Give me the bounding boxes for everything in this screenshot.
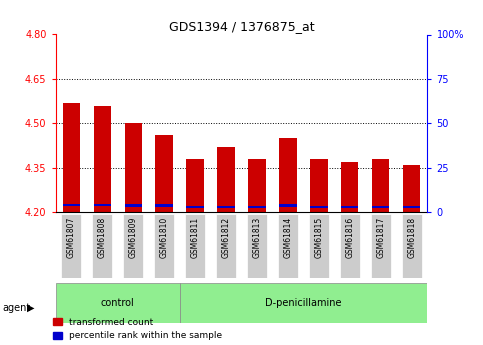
Bar — [125, 205, 142, 207]
Bar — [248, 206, 266, 208]
Bar — [403, 165, 421, 212]
FancyBboxPatch shape — [61, 214, 81, 278]
Text: GSM61809: GSM61809 — [128, 216, 138, 258]
Bar — [217, 206, 235, 208]
Bar — [311, 206, 327, 208]
Legend: transformed count, percentile rank within the sample: transformed count, percentile rank withi… — [53, 318, 222, 341]
Text: GSM61814: GSM61814 — [284, 216, 293, 258]
Text: control: control — [100, 298, 134, 308]
Bar — [156, 135, 172, 212]
Bar — [186, 206, 203, 208]
Text: GSM61812: GSM61812 — [222, 216, 230, 258]
Bar — [341, 162, 358, 212]
Bar — [125, 123, 142, 212]
Text: GSM61813: GSM61813 — [253, 216, 261, 258]
Text: GSM61807: GSM61807 — [67, 216, 75, 258]
Text: GSM61808: GSM61808 — [98, 216, 107, 258]
FancyBboxPatch shape — [154, 214, 174, 278]
Text: agent: agent — [2, 303, 30, 313]
FancyBboxPatch shape — [371, 214, 391, 278]
FancyBboxPatch shape — [278, 214, 298, 278]
Bar — [341, 206, 358, 208]
Title: GDS1394 / 1376875_at: GDS1394 / 1376875_at — [169, 20, 314, 33]
Text: GSM61811: GSM61811 — [190, 216, 199, 258]
Bar — [94, 106, 111, 212]
Bar — [62, 102, 80, 212]
Bar — [186, 159, 203, 212]
Text: GSM61816: GSM61816 — [345, 216, 355, 258]
FancyBboxPatch shape — [123, 214, 143, 278]
Text: GSM61818: GSM61818 — [408, 216, 416, 258]
Bar — [156, 205, 172, 207]
FancyBboxPatch shape — [247, 214, 267, 278]
Bar — [280, 205, 297, 207]
FancyBboxPatch shape — [340, 214, 360, 278]
Bar — [372, 206, 389, 208]
Bar — [217, 147, 235, 212]
Text: ▶: ▶ — [27, 303, 34, 313]
FancyBboxPatch shape — [92, 214, 112, 278]
Bar — [248, 159, 266, 212]
Text: GSM61817: GSM61817 — [376, 216, 385, 258]
Bar — [62, 204, 80, 206]
FancyBboxPatch shape — [402, 214, 422, 278]
Bar — [94, 204, 111, 206]
Text: GSM61810: GSM61810 — [159, 216, 169, 258]
Text: D-penicillamine: D-penicillamine — [265, 298, 342, 308]
FancyBboxPatch shape — [180, 283, 427, 323]
FancyBboxPatch shape — [216, 214, 236, 278]
Bar — [280, 138, 297, 212]
Text: GSM61815: GSM61815 — [314, 216, 324, 258]
FancyBboxPatch shape — [185, 214, 205, 278]
FancyBboxPatch shape — [309, 214, 329, 278]
FancyBboxPatch shape — [56, 283, 180, 323]
Bar — [403, 206, 421, 208]
Bar — [372, 159, 389, 212]
Bar — [311, 159, 327, 212]
